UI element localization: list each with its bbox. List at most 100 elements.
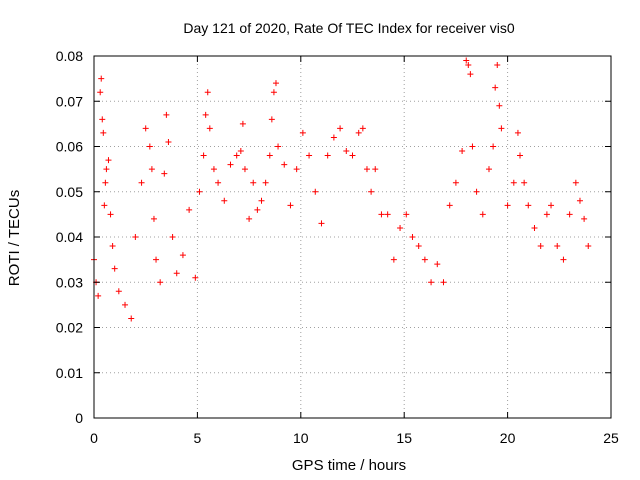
x-tick-label: 25 [603,430,619,446]
y-tick-label: 0.08 [56,48,83,64]
data-point [349,152,356,159]
grid-lines [94,56,611,418]
data-point [428,279,435,286]
data-point [498,125,505,132]
data-point [293,166,300,173]
data-point [200,152,207,159]
data-point [122,301,129,308]
data-point [514,129,521,136]
data-point [543,211,550,218]
data-point [157,279,164,286]
data-point [415,243,422,250]
data-point [521,179,528,186]
data-point [421,256,428,263]
data-point [254,206,261,213]
data-point [343,148,350,155]
data-point [241,166,248,173]
data-point [312,188,319,195]
data-point [95,292,102,299]
y-tick-label: 0.02 [56,320,83,336]
data-point [105,157,112,164]
y-tick-label: 0.03 [56,274,83,290]
data-point [202,111,209,118]
x-tick-label: 15 [396,430,412,446]
data-point [473,188,480,195]
data-point [359,125,366,132]
data-point [554,243,561,250]
data-point [330,134,337,141]
data-point [434,261,441,268]
y-tick-labels: 0 0.01 0.02 0.03 0.04 0.05 0.06 0.07 0.08 [56,48,83,426]
data-point [479,211,486,218]
data-point [494,62,501,69]
data-point [576,197,583,204]
data-point [215,179,222,186]
data-point [111,265,118,272]
data-point [165,138,172,145]
data-point [463,57,470,64]
data-point [581,215,588,222]
x-tick-label: 20 [500,430,516,446]
data-point [132,234,139,240]
data-point [150,215,157,222]
data-point [531,224,538,231]
data-point [281,161,288,168]
data-point [270,89,277,96]
x-tick-label: 0 [90,430,98,446]
data-point [299,129,306,136]
data-point [390,256,397,263]
data-point [204,89,211,96]
data-point [258,197,265,204]
data-point [233,152,240,159]
data-point [142,125,149,132]
data-point [504,202,511,209]
data-point [239,120,246,127]
data-point [250,179,257,186]
data-point [206,125,213,132]
y-tick-label: 0.06 [56,139,83,155]
y-tick-label: 0 [75,410,83,426]
data-point [98,75,105,82]
data-point [397,224,404,231]
data-point [355,129,362,136]
data-point [196,188,203,195]
data-points [91,57,592,322]
data-point [275,143,282,150]
data-point [99,116,106,123]
chart-title: Day 121 of 2020, Rate Of TEC Index for r… [183,20,514,36]
data-point [510,179,517,186]
data-point [585,243,592,250]
data-point [409,234,416,240]
data-point [100,129,107,136]
data-point [363,166,370,173]
data-point [496,102,503,109]
data-point [97,89,104,96]
data-point [287,202,294,209]
data-point [318,220,325,227]
data-point [537,243,544,250]
data-point [237,148,244,155]
data-point [101,202,108,209]
data-point [560,256,567,263]
data-point [109,243,116,250]
data-point [107,211,114,218]
data-point [192,274,199,281]
data-point [446,202,453,209]
data-point [465,62,472,69]
data-point [148,166,155,173]
data-point [153,256,160,263]
data-point [492,84,499,91]
data-point [246,215,253,222]
data-point [306,152,313,159]
y-tick-label: 0.05 [56,184,83,200]
data-point [440,279,447,286]
data-point [227,161,234,168]
data-point [525,202,532,209]
axis-ticks [93,55,612,419]
data-point [378,211,385,218]
data-point [210,166,217,173]
data-point [452,179,459,186]
y-axis-title: ROTI / TECUs [6,190,23,286]
data-point [128,315,135,322]
